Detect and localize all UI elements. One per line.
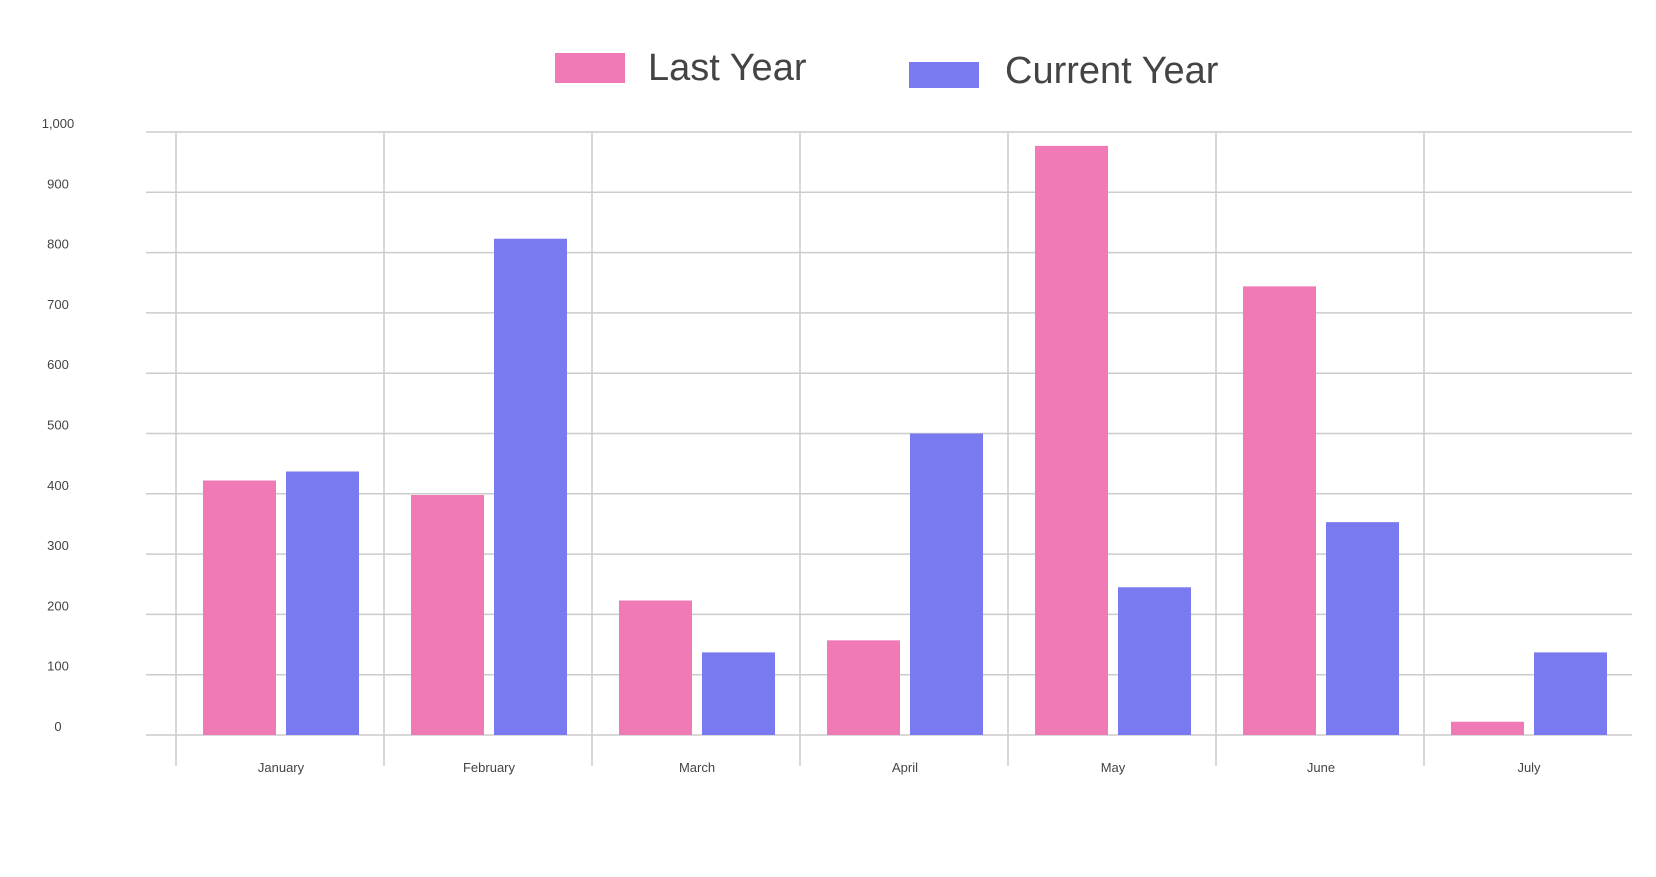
x-tick-label: July xyxy=(1517,760,1541,775)
x-tick-label: April xyxy=(892,760,918,775)
y-tick-label: 400 xyxy=(47,478,69,493)
bar-current-year-may xyxy=(1118,587,1191,735)
x-tick-label: January xyxy=(258,760,305,775)
bar-last-year-july xyxy=(1451,721,1524,735)
x-tick-label: February xyxy=(463,760,516,775)
x-tick-label: June xyxy=(1307,760,1335,775)
bars xyxy=(203,145,1607,735)
y-tick-label: 200 xyxy=(47,598,69,613)
bar-current-year-january xyxy=(286,471,359,735)
legend-swatch-last-year xyxy=(555,53,625,83)
legend-label-current-year: Current Year xyxy=(1005,50,1219,92)
legend: Last Year Current Year xyxy=(555,47,1219,92)
y-tick-label: 300 xyxy=(47,538,69,553)
bar-current-year-july xyxy=(1534,652,1607,735)
legend-label-last-year: Last Year xyxy=(648,47,807,89)
y-tick-label: 600 xyxy=(47,357,69,372)
bar-last-year-may xyxy=(1035,145,1108,735)
bar-last-year-march xyxy=(619,600,692,735)
y-tick-label: 700 xyxy=(47,297,69,312)
bar-current-year-february xyxy=(494,238,567,735)
bar-last-year-january xyxy=(203,480,276,735)
gridlines xyxy=(146,131,1632,766)
bar-last-year-june xyxy=(1243,286,1316,735)
bar-current-year-april xyxy=(910,433,983,735)
x-tick-label: March xyxy=(679,760,715,775)
bar-current-year-march xyxy=(702,652,775,735)
x-tick-label: May xyxy=(1101,760,1126,775)
y-tick-label: 0 xyxy=(54,719,61,734)
legend-swatch-current-year xyxy=(909,62,979,88)
y-tick-label: 1,000 xyxy=(42,116,75,131)
x-axis: January February March April May June July xyxy=(258,760,1541,775)
y-axis: 0 100 200 300 400 500 600 700 800 900 1,000 xyxy=(42,116,75,734)
y-tick-label: 900 xyxy=(47,176,69,191)
y-tick-label: 100 xyxy=(47,659,69,674)
bar-last-year-april xyxy=(827,640,900,735)
bar-current-year-june xyxy=(1326,522,1399,735)
y-tick-label: 500 xyxy=(47,418,69,433)
y-tick-label: 800 xyxy=(47,237,69,252)
bar-last-year-february xyxy=(411,495,484,735)
